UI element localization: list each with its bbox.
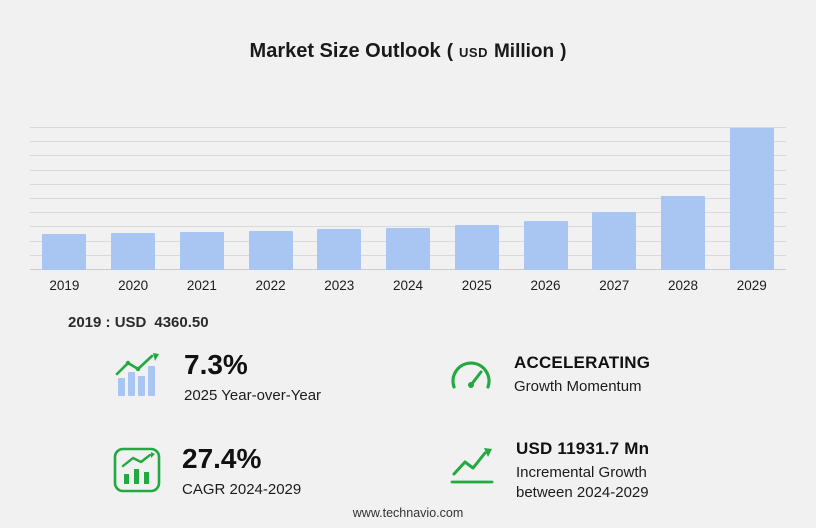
cagr-value: 27.4% xyxy=(182,443,262,474)
bar-column xyxy=(717,128,786,270)
gridline xyxy=(30,226,786,228)
stat-cagr: 27.4% CAGR 2024-2029 xyxy=(112,443,302,500)
momentum-value: ACCELERATING xyxy=(514,353,651,372)
bar-column xyxy=(167,128,236,270)
x-axis-label: 2027 xyxy=(599,278,630,293)
bar-column xyxy=(580,128,649,270)
bar-column xyxy=(374,128,443,270)
chart-plot xyxy=(30,127,786,270)
bar xyxy=(386,227,431,270)
yoy-label: 2025 Year-over-Year xyxy=(184,386,322,404)
bar-column xyxy=(442,128,511,270)
yoy-value: 7.3% xyxy=(184,349,248,380)
x-axis-label: 2029 xyxy=(736,278,767,293)
gridline xyxy=(30,198,786,199)
bar-column xyxy=(649,128,718,270)
page-title: Market Size Outlook ( USD Million ) xyxy=(0,40,816,63)
gridline xyxy=(30,155,786,157)
x-axis-label: 2021 xyxy=(186,278,217,293)
incremental-growth-icon xyxy=(448,438,496,491)
x-axis-label: 2024 xyxy=(393,278,424,293)
bar xyxy=(248,230,293,270)
x-axis-label: 2022 xyxy=(255,278,286,293)
stat-incremental: USD 11931.7 Mn Incremental Growth betwee… xyxy=(448,438,649,504)
gridline xyxy=(30,127,786,128)
bar xyxy=(42,233,87,270)
incremental-label-line2: between 2024-2029 xyxy=(516,484,649,502)
title-currency: USD xyxy=(459,45,488,60)
base-year-label: 2019 : USD xyxy=(68,314,147,331)
stat-yoy: 7.3% 2025 Year-over-Year xyxy=(112,349,322,406)
x-axis-label: 2023 xyxy=(324,278,355,293)
incremental-value: USD 11931.7 Mn xyxy=(516,439,650,458)
x-axis-label: 2019 xyxy=(49,278,80,293)
bar xyxy=(592,212,637,270)
gridline xyxy=(30,141,786,143)
bar xyxy=(111,232,156,270)
title-main: Market Size Outlook xyxy=(249,40,441,62)
bar xyxy=(179,232,224,270)
cagr-chart-icon xyxy=(112,444,162,499)
bar-column xyxy=(99,128,168,270)
gridline xyxy=(30,183,786,185)
x-axis-label: 2020 xyxy=(118,278,149,293)
bar xyxy=(523,220,568,270)
yoy-bars-arrow-icon xyxy=(112,350,164,405)
base-year-value: 4360.50 xyxy=(154,314,209,331)
bar-column xyxy=(305,128,374,270)
title-unit: Million xyxy=(493,41,555,62)
bar-column xyxy=(30,128,99,270)
bar-chart: 2019 2020 2021 2022 2023 2024 2025 2026 2027 2028… xyxy=(30,127,786,293)
momentum-label: Growth Momentum xyxy=(514,378,642,396)
x-axis-label: 2025 xyxy=(461,278,492,293)
x-axis-label: 2026 xyxy=(530,278,561,293)
footer-url: www.technavio.com xyxy=(352,506,464,520)
gridline xyxy=(30,212,786,214)
bars xyxy=(30,128,786,270)
bar-column xyxy=(236,128,305,270)
title-paren-close: ) xyxy=(560,41,567,62)
x-axis-label: 2028 xyxy=(667,278,698,293)
title-paren-open: ( xyxy=(446,41,454,62)
x-axis-labels: 2019 2020 2021 2022 2023 2024 2025 2026 2027 2028… xyxy=(30,278,786,293)
bar xyxy=(729,128,774,270)
bar xyxy=(454,224,499,270)
stat-momentum: ACCELERATING Growth Momentum xyxy=(448,352,650,397)
base-year-note: 2019 : USD 4360.50 xyxy=(68,314,209,331)
incremental-label-line1: Incremental Growth xyxy=(516,464,647,482)
cagr-label: CAGR 2024-2029 xyxy=(182,480,302,498)
bar xyxy=(660,195,705,270)
bar xyxy=(317,229,362,270)
speedometer-icon xyxy=(448,352,494,397)
gridline xyxy=(30,169,786,171)
bar-column xyxy=(511,128,580,270)
